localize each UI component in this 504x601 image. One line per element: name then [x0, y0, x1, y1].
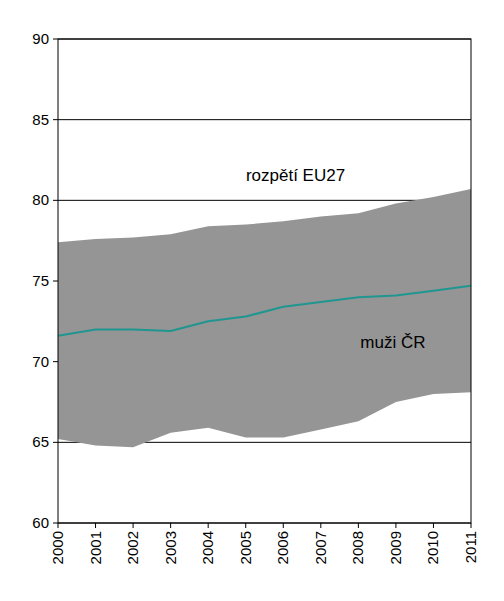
y-tick-label: 70 — [32, 353, 49, 370]
y-tick — [53, 281, 58, 282]
x-tick-label: 2007 — [312, 531, 329, 564]
x-tick — [283, 523, 284, 528]
y-tick — [53, 523, 58, 524]
grid-line — [58, 200, 471, 201]
y-tick-label: 80 — [32, 191, 49, 208]
x-tick — [358, 523, 359, 528]
x-tick — [433, 523, 434, 528]
x-tick-label: 2000 — [49, 531, 66, 564]
x-tick — [395, 523, 396, 528]
x-tick-label: 2003 — [162, 531, 179, 564]
y-tick-label: 60 — [32, 514, 49, 531]
x-tick-label: 2009 — [387, 531, 404, 564]
y-tick-label: 65 — [32, 433, 49, 450]
x-tick-label: 2002 — [124, 531, 141, 564]
x-tick-label: 2006 — [274, 531, 291, 564]
x-tick — [245, 523, 246, 528]
y-tick — [53, 361, 58, 362]
y-tick-label: 85 — [32, 111, 49, 128]
x-tick — [208, 523, 209, 528]
y-tick — [53, 39, 58, 40]
y-tick-label: 90 — [32, 30, 49, 47]
series-label: muži ČR — [360, 333, 425, 352]
x-tick-label: 2011 — [462, 531, 479, 563]
y-tick — [53, 119, 58, 120]
x-tick-label: 2004 — [199, 531, 216, 564]
y-tick-label: 75 — [32, 272, 49, 289]
x-tick — [170, 523, 171, 528]
x-tick-label: 2005 — [237, 531, 254, 564]
x-tick — [133, 523, 134, 528]
range-area — [58, 189, 471, 447]
y-tick — [53, 442, 58, 443]
series-label: rozpětí EU27 — [246, 166, 345, 185]
x-tick — [58, 523, 59, 528]
y-tick — [53, 200, 58, 201]
grid-line — [58, 119, 471, 120]
chart-container: 60 65 70 75 80 85 90 2000 2001 2002 2003 2004 2005 20… — [0, 0, 504, 601]
x-tick-label: 2001 — [87, 531, 104, 564]
plot-frame — [58, 39, 471, 523]
x-tick-label: 2008 — [349, 531, 366, 564]
x-tick — [95, 523, 96, 528]
x-tick-label: 2010 — [424, 531, 441, 564]
x-tick — [320, 523, 321, 528]
series-line — [58, 286, 471, 336]
chart-svg: 60 65 70 75 80 85 90 2000 2001 2002 2003 2004 2005 20… — [0, 0, 504, 601]
x-tick — [471, 523, 472, 528]
plot-area — [58, 189, 471, 447]
